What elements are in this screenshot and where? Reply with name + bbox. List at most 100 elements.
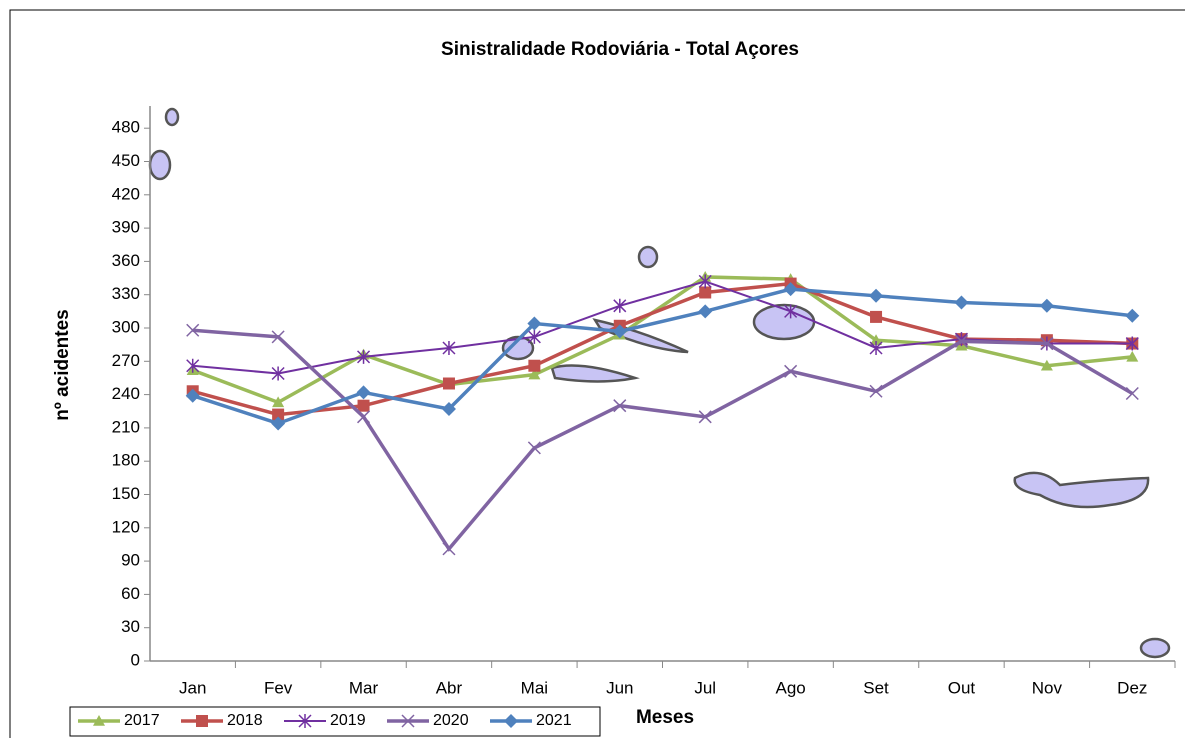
y-tick-label: 30 — [121, 617, 140, 636]
legend-marker — [298, 714, 312, 728]
y-tick-label: 0 — [131, 650, 140, 669]
marker — [954, 295, 969, 310]
marker — [869, 384, 883, 398]
y-tick-label: 180 — [112, 451, 140, 470]
island — [148, 149, 172, 181]
marker — [185, 388, 200, 403]
marker — [442, 542, 456, 556]
x-tick-label: Set — [863, 678, 889, 697]
legend-label: 2017 — [124, 712, 160, 729]
marker — [870, 310, 883, 323]
marker — [442, 340, 456, 355]
y-tick-label: 330 — [112, 284, 140, 303]
island — [164, 107, 180, 127]
island — [1013, 471, 1150, 509]
series-line — [192, 275, 1133, 405]
x-tick-label: Ago — [776, 678, 806, 697]
island — [637, 245, 659, 269]
marker — [528, 359, 541, 372]
y-tick-label: 390 — [112, 218, 140, 237]
series-line — [192, 328, 1134, 552]
marker — [698, 410, 712, 424]
marker — [527, 329, 541, 344]
marker — [870, 334, 883, 346]
marker — [357, 410, 371, 424]
marker — [1039, 298, 1054, 313]
y-tick-label: 120 — [112, 517, 140, 536]
island — [1139, 637, 1171, 659]
legend-marker — [504, 714, 518, 728]
y-axis-title: nº acidentes — [52, 309, 73, 420]
series-line — [192, 280, 1133, 375]
marker — [357, 399, 370, 412]
x-tick-label: Out — [948, 678, 976, 697]
marker — [272, 408, 285, 421]
marker — [783, 282, 798, 297]
marker — [442, 377, 455, 390]
marker — [699, 286, 712, 299]
x-axis-title: Meses — [636, 707, 694, 728]
marker — [1040, 337, 1054, 351]
marker — [613, 298, 627, 313]
y-tick-label: 450 — [112, 151, 140, 170]
y-tick-label: 360 — [112, 251, 140, 270]
marker — [527, 441, 541, 455]
x-tick-label: Jul — [694, 678, 716, 697]
marker — [271, 366, 285, 381]
x-tick-label: Jan — [179, 678, 206, 697]
island — [550, 364, 640, 383]
marker — [954, 334, 968, 348]
marker — [271, 416, 286, 431]
legend-label: 2021 — [536, 712, 572, 729]
marker — [1125, 308, 1140, 323]
marker — [528, 368, 541, 380]
x-tick-label: Nov — [1032, 678, 1063, 697]
y-tick-label: 480 — [112, 118, 140, 137]
legend-marker — [196, 715, 208, 727]
marker — [698, 304, 713, 319]
marker — [186, 358, 200, 373]
marker — [356, 385, 371, 400]
marker — [869, 340, 883, 355]
legend-marker — [401, 714, 415, 728]
marker — [612, 324, 627, 339]
marker — [186, 323, 200, 337]
island — [501, 335, 535, 361]
marker — [698, 274, 712, 289]
y-tick-label: 150 — [112, 484, 140, 503]
marker — [613, 399, 627, 413]
marker — [1126, 350, 1139, 362]
x-tick-label: Dez — [1117, 678, 1147, 697]
series-line — [192, 287, 1133, 426]
island — [752, 303, 816, 341]
marker — [869, 288, 884, 303]
marker — [784, 304, 798, 319]
y-tick-label: 240 — [112, 384, 140, 403]
marker — [1040, 359, 1053, 371]
x-tick-label: Fev — [264, 678, 293, 697]
y-tick-label: 270 — [112, 351, 140, 370]
y-tick-label: 90 — [121, 551, 140, 570]
legend-marker — [93, 715, 105, 726]
marker — [272, 396, 285, 408]
marker — [357, 349, 371, 364]
marker — [441, 402, 456, 417]
marker — [527, 316, 542, 331]
marker — [784, 364, 798, 378]
marker — [271, 330, 285, 344]
x-tick-label: Mai — [521, 678, 548, 697]
legend-label: 2019 — [330, 712, 366, 729]
legend-label: 2018 — [227, 712, 263, 729]
marker — [1125, 386, 1139, 401]
y-tick-label: 300 — [112, 317, 140, 336]
y-tick-label: 60 — [121, 584, 140, 603]
y-tick-label: 210 — [112, 417, 140, 436]
y-tick-label: 420 — [112, 184, 140, 203]
chart-title: Sinistralidade Rodoviária - Total Açores — [441, 39, 799, 60]
x-tick-label: Mar — [349, 678, 379, 697]
x-tick-label: Jun — [606, 678, 633, 697]
legend-label: 2020 — [433, 712, 469, 729]
marker — [1125, 336, 1139, 351]
